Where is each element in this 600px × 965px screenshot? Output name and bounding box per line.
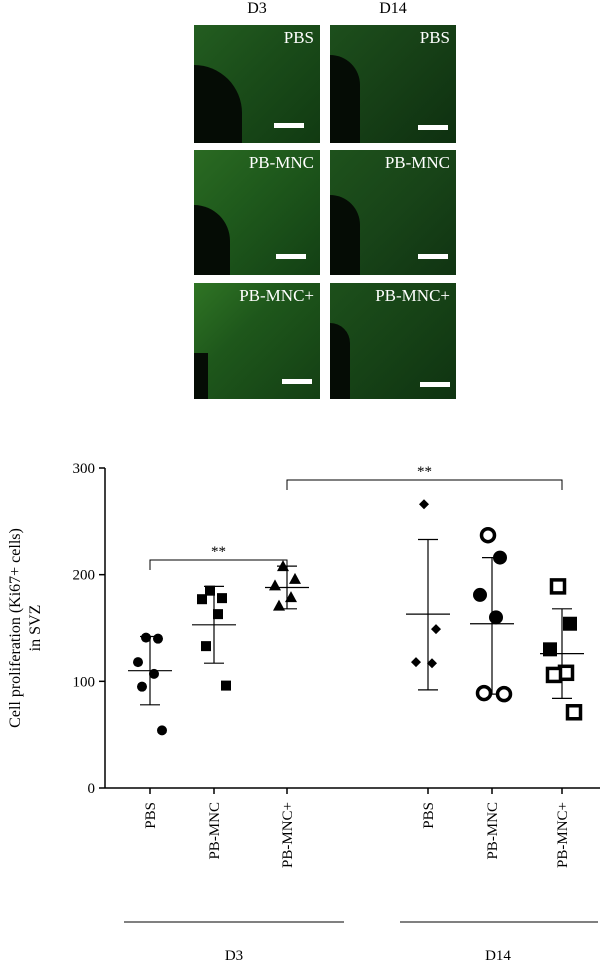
data-point bbox=[201, 641, 211, 652]
data-point bbox=[493, 550, 507, 565]
micrograph-d14-pb-mnc: PB-MNC bbox=[330, 150, 456, 275]
x-tick-label: PBS bbox=[143, 802, 159, 829]
data-point bbox=[153, 633, 163, 644]
data-point bbox=[475, 684, 493, 702]
micrograph-d14-pb-mnc-plus: PB-MNC+ bbox=[330, 283, 456, 399]
group-label-d14: D14 bbox=[485, 948, 511, 964]
data-point bbox=[489, 610, 503, 625]
micrograph-label: PB-MNC+ bbox=[375, 286, 450, 305]
y-axis-label-line1: Cell proliferation (Ki67+ cells) bbox=[7, 528, 24, 728]
micrograph-label: PBS bbox=[283, 28, 314, 47]
x-tick-label: PB-MNC bbox=[207, 802, 223, 860]
significance-bracket bbox=[286, 479, 563, 490]
data-point bbox=[427, 658, 437, 669]
column-title-d3: D3 bbox=[247, 0, 267, 17]
data-point bbox=[137, 681, 147, 692]
data-point bbox=[565, 704, 583, 721]
scale-bar bbox=[420, 382, 450, 387]
scale-bar bbox=[274, 123, 304, 128]
data-point bbox=[197, 594, 207, 605]
scale-bar bbox=[418, 125, 448, 130]
data-point bbox=[419, 499, 429, 510]
data-point bbox=[269, 579, 281, 591]
data-point bbox=[141, 632, 151, 643]
data-point bbox=[217, 593, 227, 604]
data-point bbox=[495, 685, 513, 703]
data-point bbox=[273, 599, 285, 611]
micrograph-label: PB-MNC bbox=[384, 153, 450, 172]
data-point bbox=[221, 680, 231, 691]
data-point bbox=[285, 591, 297, 603]
data-point bbox=[543, 642, 557, 657]
data-point bbox=[133, 657, 143, 668]
micrograph-label: PB-MNC bbox=[248, 153, 314, 172]
data-point bbox=[213, 609, 223, 620]
data-point bbox=[157, 725, 167, 736]
axes: 0 100 200 300 bbox=[73, 461, 600, 797]
micrograph-label: PB-MNC+ bbox=[239, 286, 314, 305]
micrograph-d3-pb-mnc: PB-MNC bbox=[194, 150, 320, 275]
data-point bbox=[289, 572, 301, 584]
data-point bbox=[563, 616, 577, 631]
scale-bar bbox=[282, 379, 312, 384]
x-tick-label: PB-MNC+ bbox=[555, 802, 571, 868]
data-marks bbox=[128, 499, 584, 736]
data-point bbox=[549, 578, 567, 595]
y-axis-label: Cell proliferation (Ki67+ cells) in SVZ bbox=[7, 528, 44, 728]
y-tick-label: 0 bbox=[88, 781, 96, 797]
data-point bbox=[277, 560, 289, 572]
column-title-d14: D14 bbox=[379, 0, 407, 17]
data-point bbox=[411, 657, 421, 668]
significance-bracket bbox=[149, 559, 288, 570]
x-tick-labels: PBS PB-MNC PB-MNC+ PBS PB-MNC PB-MNC+ bbox=[143, 802, 571, 868]
micrograph-d3-pbs: PBS bbox=[194, 25, 320, 143]
data-point bbox=[431, 624, 441, 635]
data-point bbox=[205, 585, 215, 596]
data-point bbox=[479, 526, 497, 544]
significance-label: ** bbox=[211, 544, 226, 560]
y-axis-label-line2: in SVZ bbox=[27, 605, 44, 652]
scale-bar bbox=[418, 254, 448, 259]
group-label-d3: D3 bbox=[225, 948, 243, 964]
y-tick-label: 100 bbox=[73, 674, 96, 690]
significance-label: ** bbox=[417, 464, 432, 480]
micrograph-d3-pb-mnc-plus: PB-MNC+ bbox=[194, 283, 320, 399]
x-tick-label: PBS bbox=[421, 802, 437, 829]
scatter-chart: Cell proliferation (Ki67+ cells) in SVZ … bbox=[7, 461, 600, 964]
micrograph-label: PBS bbox=[419, 28, 450, 47]
y-tick-label: 300 bbox=[73, 461, 96, 477]
data-point bbox=[149, 668, 159, 679]
scale-bar bbox=[276, 254, 306, 259]
data-point bbox=[473, 587, 487, 602]
data-point bbox=[545, 666, 563, 684]
x-tick-label: PB-MNC+ bbox=[280, 802, 296, 868]
significance-brackets: ** ** bbox=[149, 464, 563, 570]
micrograph-d14-pbs: PBS bbox=[330, 25, 456, 143]
group-labels: D3 D14 bbox=[124, 921, 598, 964]
x-tick-label: PB-MNC bbox=[485, 802, 501, 860]
y-tick-label: 200 bbox=[73, 568, 96, 584]
